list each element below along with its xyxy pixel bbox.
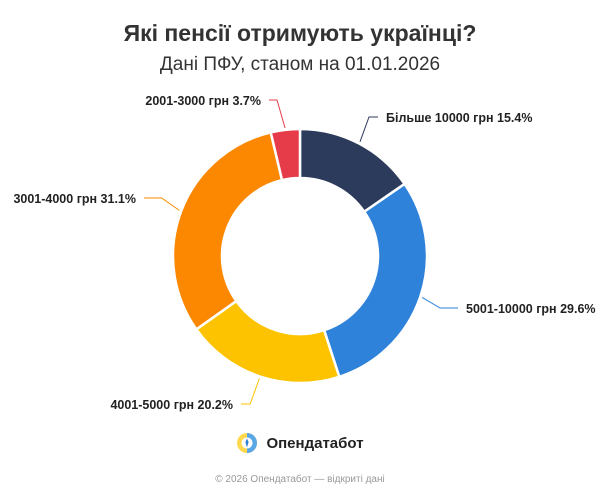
slice-label: Більше 10000 грн 15.4% [386,111,532,125]
leader-line [144,197,180,211]
slice-label: 4001-5000 грн 20.2% [110,398,233,412]
footer-note: © 2026 Опендатабот — відкриті дані [215,474,385,485]
pie-slice [269,127,302,182]
chart-subtitle: Дані ПФУ, станом на 01.01.2026 [159,54,441,75]
opendatabot-logo-icon [237,433,258,453]
pie-slice [171,131,284,331]
leader-line [359,116,378,142]
leader-line [269,99,286,129]
leader-line [421,296,458,309]
slice-label: 5001-10000 грн 29.6% [466,302,596,316]
slice-label: 2001-3000 грн 3.7% [145,94,261,108]
slice-label: 3001-4000 грн 31.1% [13,192,136,206]
chart-title: Які пенсії отримують українці? [123,20,477,46]
logo: Опендатабот [0,432,600,454]
pie-slice [322,182,429,379]
logo-text: Опендатабот [266,434,364,452]
leader-line [241,378,260,405]
